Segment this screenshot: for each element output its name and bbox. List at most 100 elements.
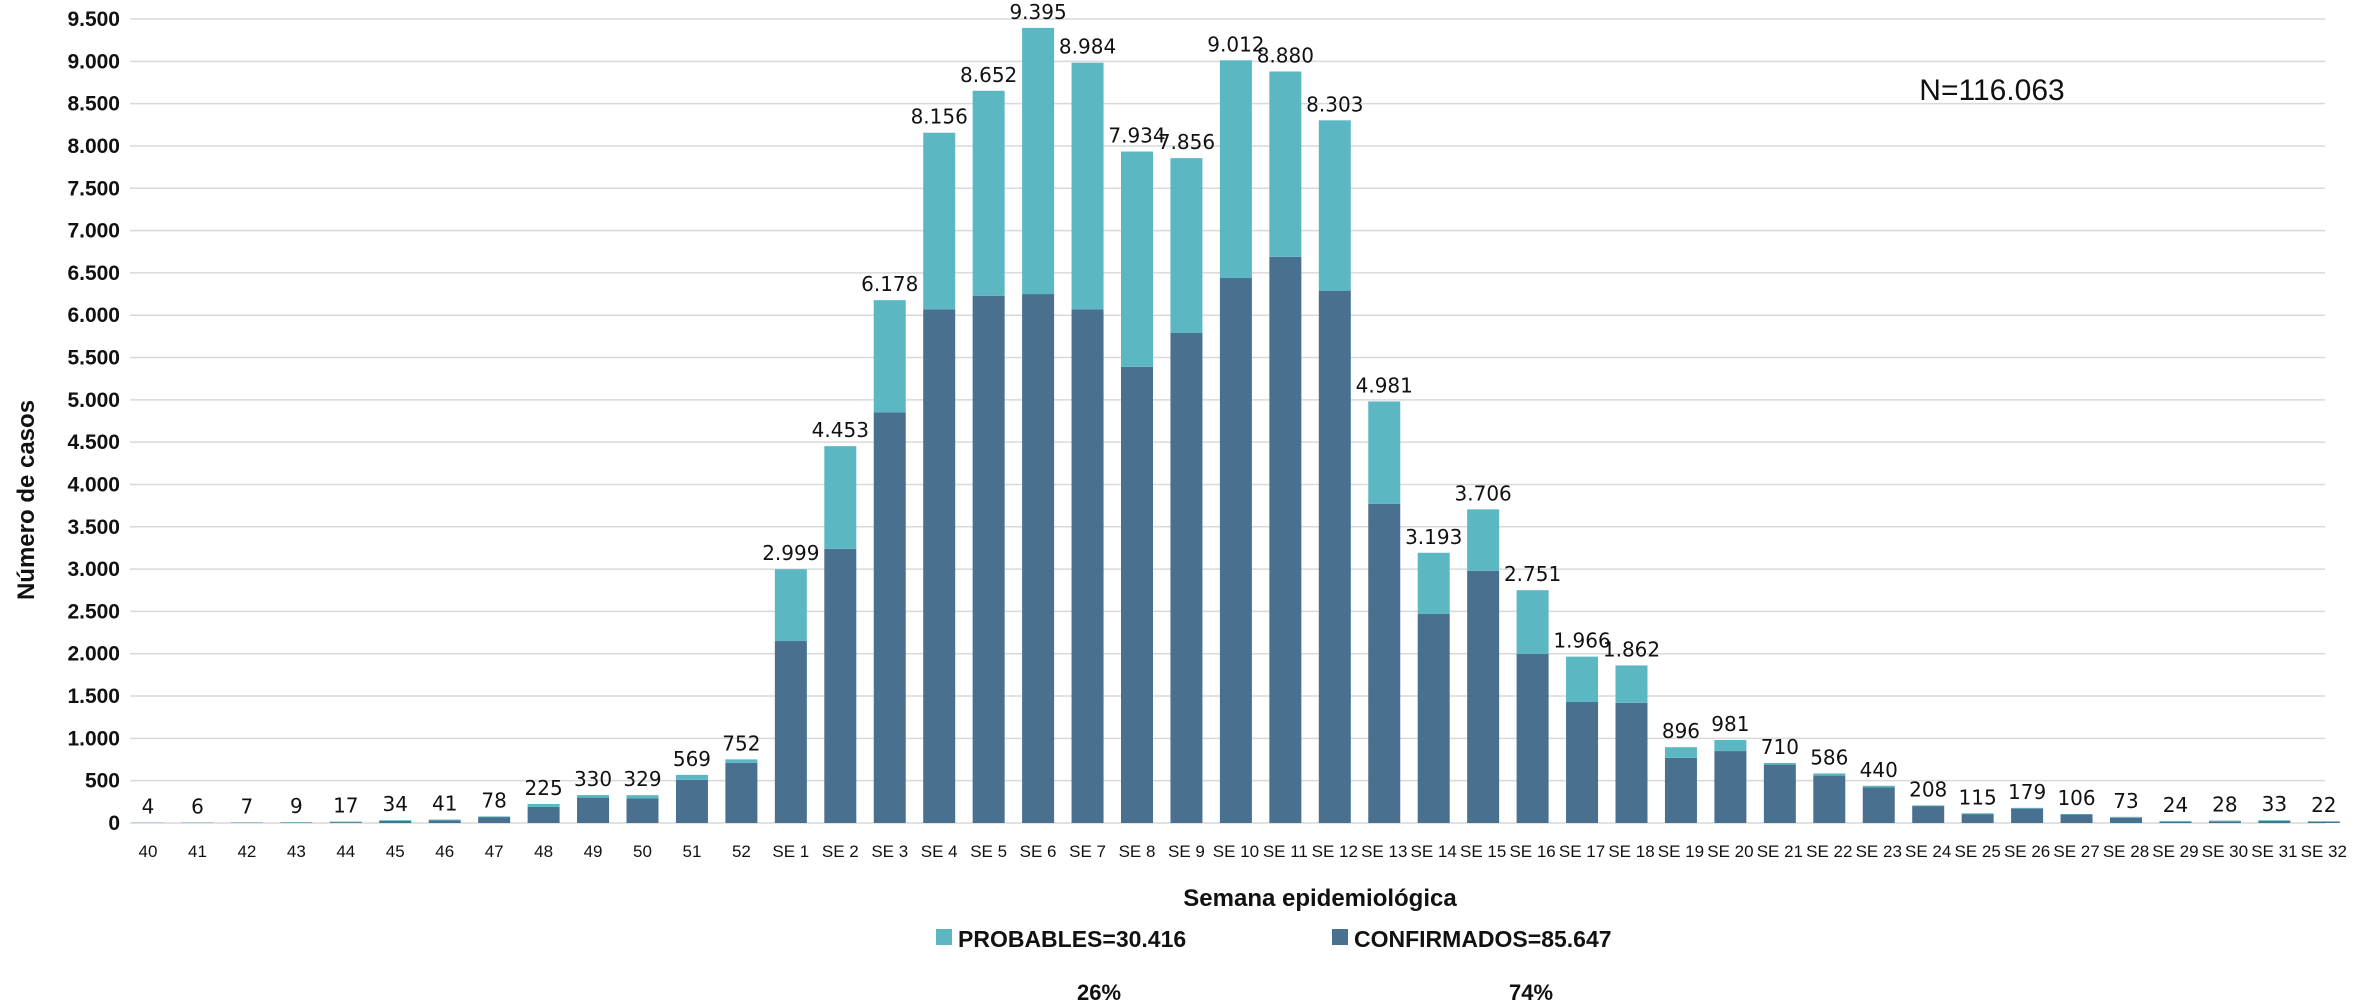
bar-probables [1714,739,1747,752]
bar-probables [873,300,906,413]
y-tick-label: 8.000 [67,135,120,158]
bar-probables [1368,401,1401,504]
y-axis-title: Número de casos [13,400,40,600]
bar-probables [1071,62,1104,310]
bar-probables [1022,27,1055,295]
bar-confirmados [2060,814,2093,823]
y-tick-label: 1.500 [67,685,120,708]
legend-swatch-confirmados [1332,929,1348,945]
bar-probables [923,132,956,310]
x-tick-label: SE 21 [1757,842,1803,861]
legend-label-probables: PROBABLES=30.416 [958,926,1186,952]
x-tick-label: SE 9 [1168,842,1205,861]
bar-confirmados [1170,332,1203,823]
data-label: 17 [333,794,358,818]
data-label: 1.966 [1553,629,1610,653]
x-tick-label: SE 16 [1509,842,1555,861]
bar-probables [1615,665,1648,703]
bar-probables [1664,747,1697,758]
data-label: 7 [241,794,254,818]
x-tick-label: SE 23 [1856,842,1902,861]
y-tick-label: 5.500 [67,347,120,370]
total-annotation: N=116.063 [1919,74,2064,107]
y-axis-ticks: 0 500 1.000 1.500 2.000 2.500 3.000 3.500 4.000 4… [67,8,120,835]
x-tick-label: SE 14 [1411,842,1457,861]
bar-probables [2258,820,2291,821]
legend-swatch-probables [936,929,952,945]
legend-label-confirmados: CONFIRMADOS=85.647 [1354,926,1612,952]
data-label: 6.178 [861,272,918,296]
data-label: 8.156 [911,105,968,129]
legend-percent-probables: 26% [1077,980,1121,1005]
x-tick-label: SE 18 [1608,842,1654,861]
y-tick-label: 3.000 [67,558,120,581]
data-label: 981 [1711,712,1749,736]
y-tick-label: 500 [85,770,120,793]
data-label: 28 [2212,793,2237,817]
data-label: 7.934 [1108,124,1165,148]
bar-confirmados [1467,570,1500,823]
y-tick-label: 8.500 [67,93,120,116]
bar-probables [2011,807,2044,809]
y-tick-label: 9.000 [67,50,120,73]
data-label: 4 [142,795,155,819]
x-tick-label: 45 [386,842,405,861]
bar-confirmados [626,798,659,823]
bar-probables [774,569,807,642]
x-tick-label: SE 27 [2053,842,2099,861]
bar-confirmados [329,822,362,823]
x-tick-label: SE 13 [1361,842,1407,861]
data-label: 9 [290,794,303,818]
bar-probables [478,816,511,818]
bar-confirmados [2208,821,2241,823]
data-label: 6 [191,794,204,818]
data-label: 78 [481,788,506,812]
data-label: 9.395 [1009,0,1066,24]
data-label: 33 [2262,792,2287,816]
bar-confirmados [1516,653,1549,823]
y-tick-label: 2.000 [67,643,120,666]
bar-probables [527,803,560,807]
bar-confirmados [1022,294,1055,824]
y-tick-label: 2.500 [67,600,120,623]
legend-percent-confirmados: 74% [1509,980,1553,1005]
data-label: 330 [574,767,612,791]
data-label: 3.706 [1455,481,1512,505]
bar-confirmados [774,641,807,823]
x-tick-label: SE 2 [822,842,859,861]
bar-confirmados [1912,806,1945,823]
x-tick-label: SE 1 [772,842,809,861]
x-tick-label: 47 [485,842,504,861]
x-tick-label: 48 [534,842,553,861]
bar-confirmados [1566,701,1599,823]
bar-confirmados [1219,277,1252,823]
y-tick-label: 0 [108,812,120,835]
bar-probables [1219,60,1252,278]
data-label: 115 [1959,785,1997,809]
bar-probables [1566,656,1599,702]
bar-confirmados [725,762,758,823]
x-tick-label: 44 [336,842,355,861]
data-label: 8.880 [1257,43,1314,67]
bar-confirmados [1763,764,1796,823]
bar-confirmados [972,295,1005,824]
bar-probables [1912,805,1945,807]
bar-confirmados [1664,757,1697,823]
bar-probables [1318,120,1351,291]
x-tick-label: SE 17 [1559,842,1605,861]
data-label: 329 [623,767,661,791]
bar-confirmados [428,820,461,823]
bar-confirmados [1121,366,1153,823]
bar-confirmados [577,797,610,823]
data-label: 1.862 [1603,637,1660,661]
y-tick-label: 3.500 [67,516,120,539]
bar-probables [2060,814,2093,815]
bar-probables [577,795,610,798]
bar-probables [379,820,412,821]
x-tick-label: 43 [287,842,306,861]
data-label: 8.303 [1306,92,1363,116]
bar-probables [2159,820,2192,822]
bar-confirmados [2258,820,2291,823]
bar-confirmados [2110,817,2142,823]
